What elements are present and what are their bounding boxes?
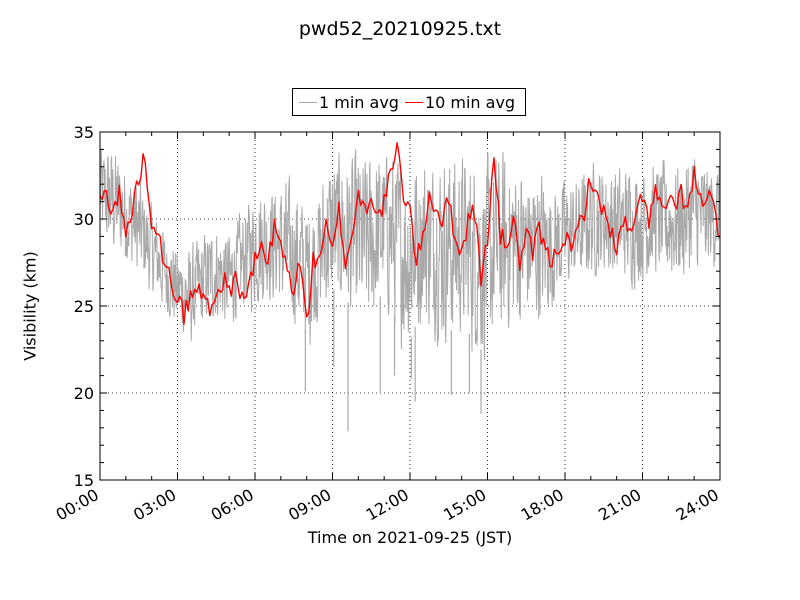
x-tick-label: 06:00 <box>208 485 257 525</box>
x-tick-label: 18:00 <box>518 485 567 525</box>
chart-title: pwd52_20210925.txt <box>298 18 502 40</box>
x-axis-label: Time on 2021-09-25 (JST) <box>307 528 513 547</box>
legend: 1 min avg 10 min avg <box>292 88 526 116</box>
line-10min-avg <box>99 142 721 325</box>
y-axis-label: Visibility (km) <box>20 251 40 361</box>
x-tick-label: 15:00 <box>440 485 489 525</box>
y-tick-label: 35 <box>74 123 94 142</box>
axis-ticks <box>99 131 721 481</box>
y-tick-label: 25 <box>74 297 94 316</box>
legend-label-10min: 10 min avg <box>424 92 516 112</box>
legend-swatch-1min <box>299 101 317 103</box>
x-tick-label: 21:00 <box>595 485 644 525</box>
x-tick-label: 24:00 <box>673 485 722 525</box>
series-10min-avg <box>99 142 721 325</box>
legend-label-1min: 1 min avg <box>319 92 399 112</box>
y-tick-label: 15 <box>74 471 94 490</box>
y-tick-label: 20 <box>74 384 94 403</box>
y-tick-label: 30 <box>74 210 94 229</box>
legend-swatch-10min <box>404 101 423 103</box>
legend-item-1min: 1 min avg <box>299 93 399 112</box>
series-1min-avg <box>99 149 721 432</box>
x-tick-label: 00:00 <box>53 485 102 525</box>
y-tick-labels: 15 20 25 30 35 <box>74 123 94 490</box>
x-tick-label: 12:00 <box>363 485 412 525</box>
x-tick-labels: 00:00 03:00 06:00 09:00 12:00 15:00 18:00 21:00… <box>53 485 722 525</box>
x-tick-label: 09:00 <box>285 485 334 525</box>
x-tick-label: 03:00 <box>130 485 179 525</box>
line-1min-avg <box>99 149 721 361</box>
legend-item-10min: 10 min avg <box>404 92 516 112</box>
